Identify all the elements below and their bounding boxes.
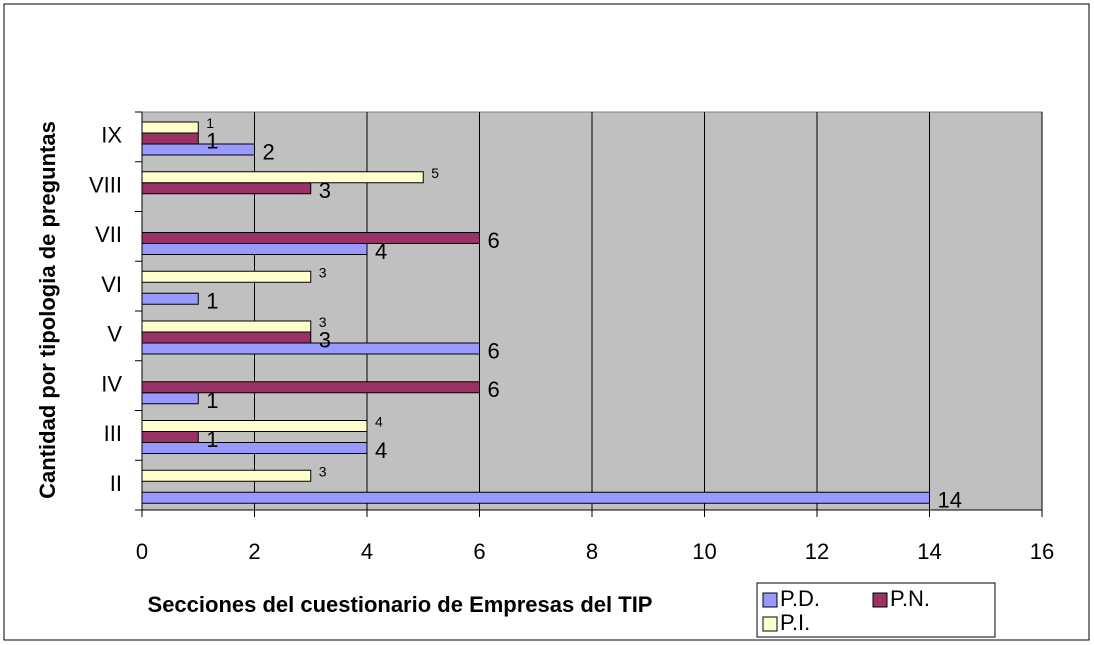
data-label: 1 bbox=[206, 115, 214, 131]
data-label: 14 bbox=[938, 488, 962, 513]
legend-label: P.D. bbox=[780, 586, 820, 611]
bar bbox=[141, 270, 312, 283]
legend-swatch bbox=[762, 616, 778, 632]
y-axis-title: Cantidad por tipologia de preguntas bbox=[35, 121, 60, 499]
data-label: 4 bbox=[375, 414, 383, 430]
y-tick-label: VII bbox=[95, 222, 122, 247]
bar bbox=[141, 469, 312, 482]
data-label: 3 bbox=[319, 264, 327, 280]
data-label: 3 bbox=[319, 314, 327, 330]
data-label: 1 bbox=[206, 427, 218, 452]
y-tick-label: III bbox=[104, 421, 122, 446]
y-tick-label: IX bbox=[101, 123, 122, 148]
bar bbox=[141, 292, 199, 305]
data-label: 3 bbox=[319, 178, 331, 203]
bar bbox=[141, 243, 368, 255]
legend-swatch bbox=[872, 592, 888, 608]
y-tick-label: VI bbox=[101, 272, 122, 297]
bar bbox=[141, 342, 480, 355]
data-label: 5 bbox=[431, 165, 439, 181]
data-label: 6 bbox=[488, 228, 500, 253]
x-tick-label: 8 bbox=[586, 539, 598, 564]
bar bbox=[141, 320, 312, 333]
bar bbox=[141, 121, 199, 134]
bar bbox=[141, 232, 480, 244]
bar bbox=[141, 331, 312, 344]
data-label: 1 bbox=[206, 128, 218, 153]
data-label: 2 bbox=[263, 139, 275, 164]
y-tick-label: II bbox=[110, 471, 122, 496]
data-label: 3 bbox=[319, 463, 327, 479]
x-tick-label: 4 bbox=[361, 539, 373, 564]
bar bbox=[141, 442, 368, 454]
x-tick-label: 16 bbox=[1030, 539, 1054, 564]
bar bbox=[141, 171, 424, 184]
data-label: 1 bbox=[206, 388, 218, 413]
x-tick-label: 0 bbox=[136, 539, 148, 564]
legend-label: P.N. bbox=[890, 586, 930, 611]
data-label: 3 bbox=[319, 327, 331, 352]
data-label: 1 bbox=[206, 289, 218, 314]
bar bbox=[141, 143, 255, 156]
x-tick-label: 2 bbox=[248, 539, 260, 564]
bar bbox=[141, 182, 312, 195]
data-label: 4 bbox=[375, 239, 387, 264]
legend bbox=[756, 582, 996, 638]
legend-label: P.I. bbox=[780, 610, 810, 635]
bar bbox=[141, 381, 480, 394]
bar bbox=[141, 491, 930, 504]
x-axis-title: Secciones del cuestionario de Empresas d… bbox=[148, 592, 653, 617]
x-tick-label: 10 bbox=[692, 539, 716, 564]
data-label: 6 bbox=[488, 338, 500, 363]
y-tick-label: IV bbox=[101, 371, 122, 396]
data-label: 4 bbox=[375, 438, 387, 463]
y-tick-label: V bbox=[107, 322, 122, 347]
bar bbox=[141, 431, 199, 443]
x-tick-label: 14 bbox=[917, 539, 941, 564]
bar bbox=[141, 132, 199, 145]
data-label: 6 bbox=[488, 377, 500, 402]
x-tick-label: 6 bbox=[473, 539, 485, 564]
bar bbox=[141, 392, 199, 405]
bar bbox=[141, 420, 368, 432]
x-tick-label: 12 bbox=[805, 539, 829, 564]
y-tick-label: VIII bbox=[89, 172, 122, 197]
legend-swatch bbox=[762, 592, 778, 608]
